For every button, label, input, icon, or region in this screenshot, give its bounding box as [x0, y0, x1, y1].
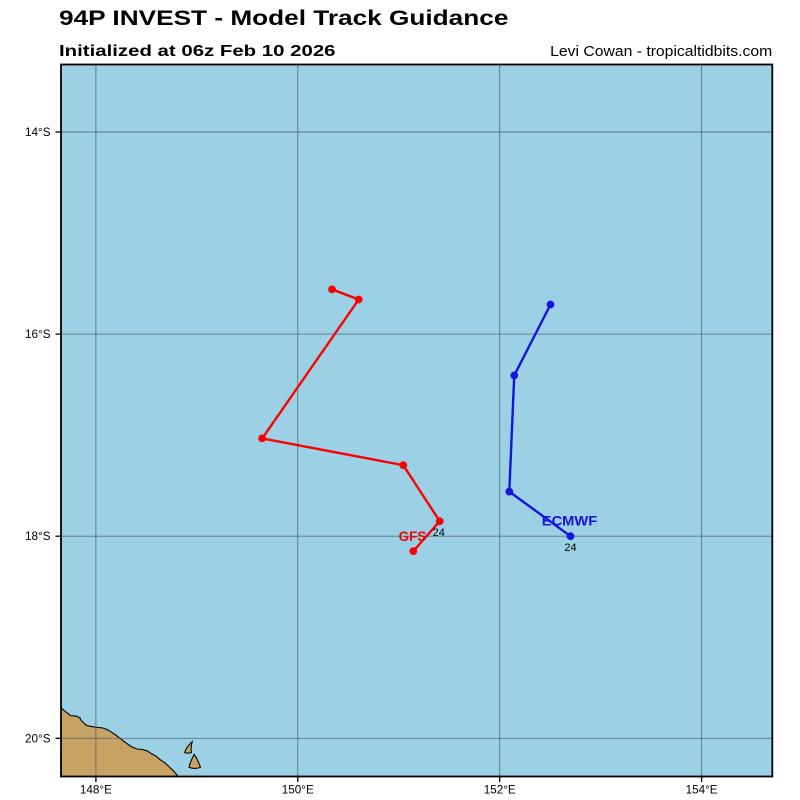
svg-text:94P INVEST - Model Track Guida: 94P INVEST - Model Track Guidance: [59, 7, 508, 30]
svg-text:154°E: 154°E: [686, 784, 718, 797]
svg-text:Levi Cowan - tropicaltidbits.c: Levi Cowan - tropicaltidbits.com: [550, 43, 772, 60]
svg-text:24: 24: [433, 527, 445, 539]
svg-text:148°E: 148°E: [80, 784, 112, 797]
svg-text:150°E: 150°E: [282, 784, 314, 797]
svg-text:Initialized at 06z Feb 10 2026: Initialized at 06z Feb 10 2026: [59, 43, 336, 60]
svg-text:152°E: 152°E: [484, 784, 516, 797]
svg-text:18°S: 18°S: [25, 530, 51, 543]
svg-text:14°S: 14°S: [25, 126, 51, 139]
svg-text:GFS: GFS: [399, 529, 427, 544]
svg-text:16°S: 16°S: [25, 328, 51, 341]
svg-text:24: 24: [564, 542, 576, 554]
svg-text:ECMWF: ECMWF: [542, 514, 597, 529]
svg-text:20°S: 20°S: [25, 732, 51, 745]
